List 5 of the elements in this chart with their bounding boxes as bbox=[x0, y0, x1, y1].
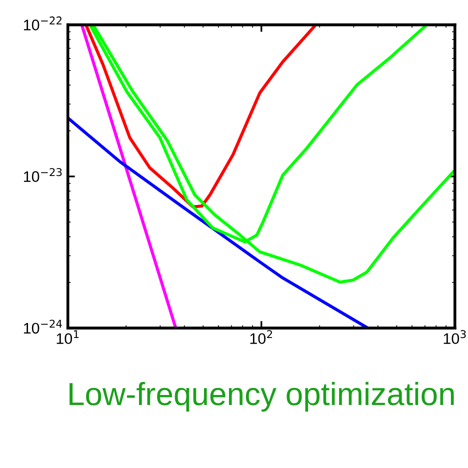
y-tick-label: 10$^{−22}$ bbox=[24, 16, 62, 30]
x-axis-title: Low-frequency optimization bbox=[70, 382, 454, 412]
x-tick-label: 10$^{2}$ bbox=[250, 330, 272, 344]
x-tick-label: 10$^{3}$ bbox=[444, 330, 466, 344]
y-tick-label: 10$^{−23}$ bbox=[24, 168, 62, 182]
